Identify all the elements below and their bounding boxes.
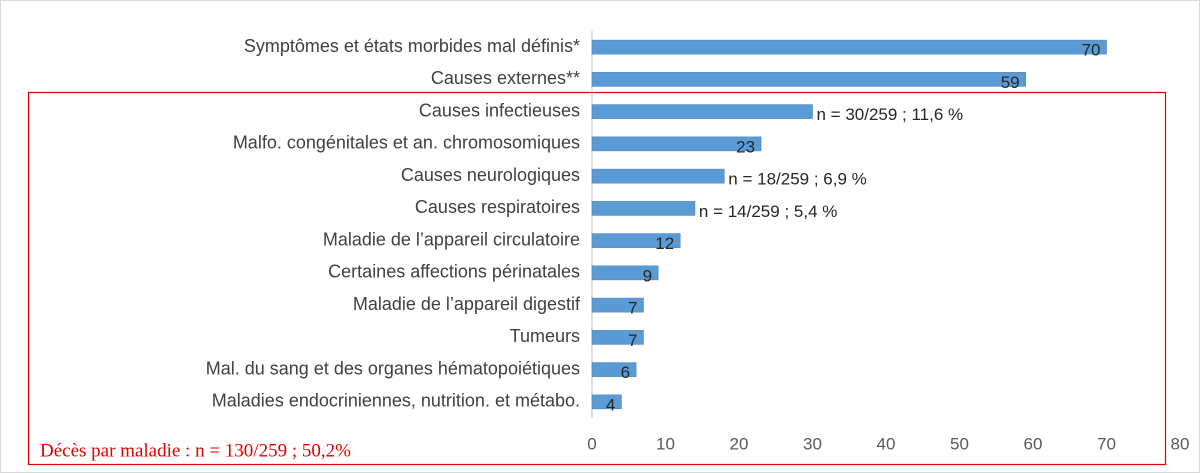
data-label: 4 (606, 395, 615, 414)
category-label: Maladies endocriniennes, nutrition. et m… (212, 391, 580, 411)
data-label: 23 (736, 137, 755, 156)
x-tick-label: 70 (1097, 434, 1116, 453)
x-tick-label: 80 (1171, 434, 1190, 453)
x-tick-label: 30 (803, 434, 822, 453)
data-label: 6 (621, 363, 630, 382)
highlight-box (27, 91, 1167, 466)
data-label: 9 (643, 266, 652, 285)
category-label: Maladie de l’appareil circulatoire (323, 229, 580, 249)
bar (591, 362, 637, 377)
category-label: Malfo. congénitales et an. chromosomique… (233, 133, 580, 153)
x-tick-label: 50 (950, 434, 969, 453)
data-label: 7 (628, 299, 637, 318)
annotation: Décès par maladie : n = 130/259 ; 50,2% (40, 440, 351, 461)
category-label: Maladie de l’appareil digestif (353, 294, 581, 314)
data-label: n = 14/259 ; 5,4 % (699, 202, 837, 221)
data-label: 7 (628, 331, 637, 350)
x-tick-label: 20 (730, 434, 749, 453)
bar (591, 233, 681, 248)
bar (591, 104, 813, 119)
x-tick-label: 40 (877, 434, 896, 453)
category-label: Certaines affections périnatales (328, 262, 580, 282)
x-tick-label: 0 (587, 434, 596, 453)
data-label: 12 (655, 234, 674, 253)
category-label: Symptômes et états morbides mal définis* (244, 36, 580, 56)
bar (591, 297, 644, 313)
data-label: n = 18/259 ; 6,9 % (728, 170, 866, 189)
bar (591, 265, 659, 281)
category-label: Causes infectieuses (419, 100, 580, 120)
x-tick-label: 10 (656, 434, 675, 453)
category-label: Tumeurs (510, 326, 580, 346)
category-label: Causes neurologiques (401, 165, 580, 185)
bar (591, 168, 725, 184)
category-label: Causes externes** (431, 68, 580, 88)
data-label: 70 (1082, 41, 1101, 60)
bar (591, 136, 762, 152)
bar (591, 39, 1107, 55)
bar (591, 330, 644, 345)
x-tick-label: 60 (1024, 434, 1043, 453)
bar (591, 394, 622, 410)
category-label: Causes respiratoires (415, 197, 580, 217)
data-label: n = 30/259 ; 11,6 % (817, 105, 964, 124)
bar (591, 72, 1026, 87)
bar (591, 201, 696, 216)
data-label: 59 (1001, 73, 1020, 92)
category-label: Mal. du sang et des organes hématopoiéti… (206, 358, 580, 378)
